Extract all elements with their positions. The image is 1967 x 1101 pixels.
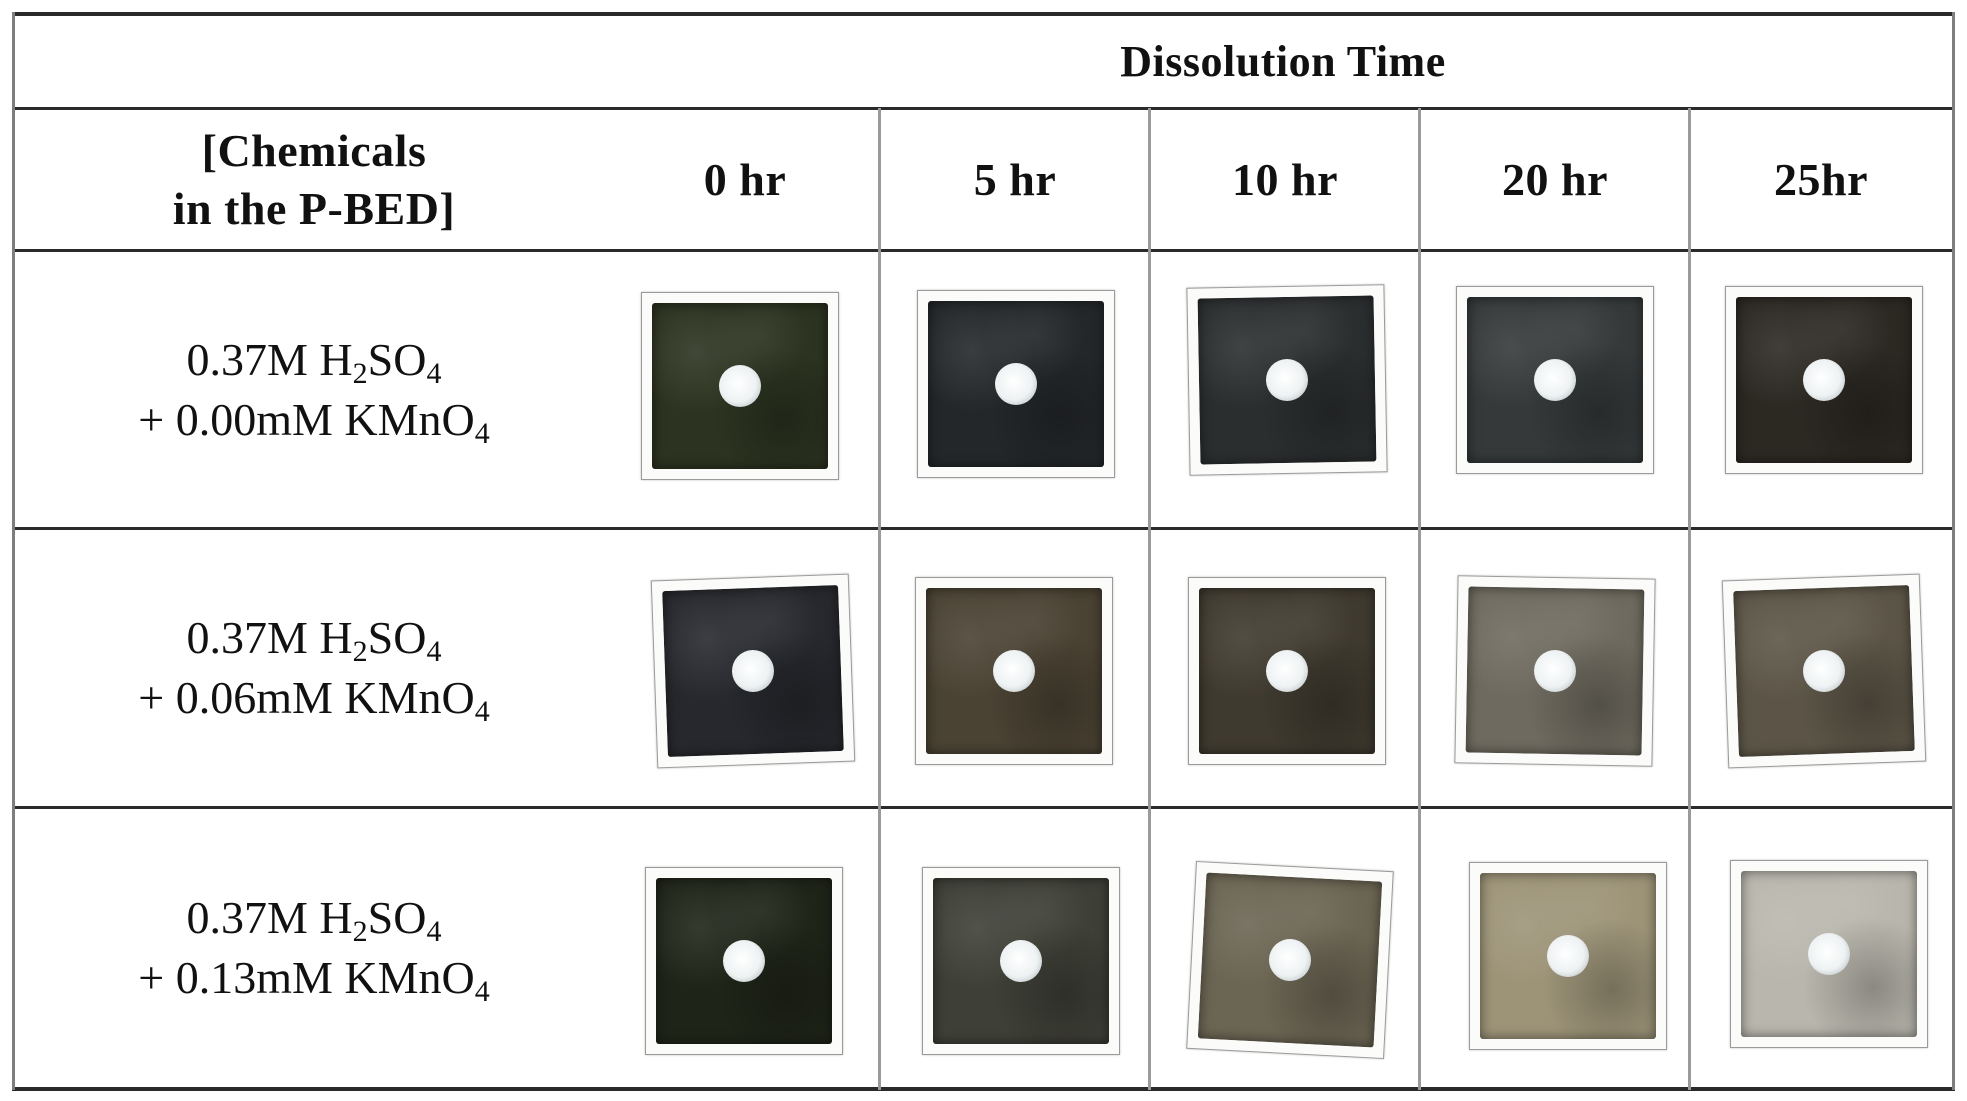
center-hole	[995, 363, 1037, 405]
center-hole	[719, 365, 761, 407]
sample-photo-r2-10hr	[1188, 577, 1386, 765]
metal-plate	[1465, 586, 1645, 756]
header-rule	[12, 107, 1955, 110]
column-divider-2	[1148, 108, 1151, 1090]
center-hole	[723, 940, 765, 982]
sample-photo-r1-20hr	[1456, 286, 1654, 474]
column-divider-3	[1418, 108, 1421, 1090]
sample-photo-r1-5hr	[917, 290, 1115, 478]
row-label-0.00mM: 0.37M H2SO4 + 0.00mM KMnO4	[14, 252, 614, 527]
table-right-border	[1952, 12, 1955, 1090]
row1-rule	[12, 527, 1955, 530]
table-bottom-rule	[12, 1087, 1955, 1091]
center-hole	[1547, 935, 1589, 977]
row-label-0.06mM: 0.37M H2SO4 + 0.06mM KMnO4	[14, 530, 614, 806]
center-hole	[1265, 358, 1309, 402]
column-divider-1	[878, 108, 881, 1090]
metal-plate	[1467, 297, 1643, 463]
sample-photo-r3-25hr	[1730, 860, 1928, 1048]
time-header-20hr: 20 hr	[1502, 153, 1608, 205]
oxidant-concentration: + 0.06mM KMnO4	[138, 672, 490, 728]
time-header-5hr: 5 hr	[973, 153, 1057, 205]
center-hole	[993, 650, 1035, 692]
center-hole	[1267, 937, 1313, 983]
sample-photo-r3-0hr	[645, 867, 843, 1055]
chemicals-header-line-2: in the P-BED]	[172, 182, 456, 234]
sample-photo-r2-0hr	[650, 573, 856, 769]
row-label-0.13mM: 0.37M H2SO4 + 0.13mM KMnO4	[14, 809, 614, 1087]
center-hole	[1533, 649, 1577, 693]
center-hole	[1266, 650, 1308, 692]
sample-photo-r3-10hr	[1186, 860, 1394, 1060]
sample-photo-r2-20hr	[1454, 575, 1656, 767]
table-left-border	[12, 12, 15, 1090]
oxidant-concentration: + 0.00mM KMnO4	[138, 393, 490, 450]
metal-plate	[933, 878, 1109, 1044]
sample-photo-r1-0hr	[641, 292, 839, 480]
metal-plate	[656, 878, 832, 1044]
chemicals-header-line-1: [Chemicals	[201, 124, 427, 176]
metal-plate	[662, 584, 844, 758]
metal-plate	[928, 301, 1104, 467]
sample-photo-r2-5hr	[915, 577, 1113, 765]
acid-concentration: 0.37M H2SO4	[186, 612, 442, 668]
time-header-0hr: 0 hr	[703, 153, 787, 205]
sample-photo-r3-5hr	[922, 867, 1120, 1055]
metal-plate	[1736, 297, 1912, 463]
time-header-10hr: 10 hr	[1232, 153, 1338, 205]
center-hole	[1802, 649, 1846, 693]
sample-photo-r3-20hr	[1469, 862, 1667, 1050]
sample-photo-r1-10hr	[1186, 284, 1388, 476]
sample-photo-r1-25hr	[1725, 286, 1923, 474]
center-hole	[1803, 359, 1845, 401]
dissolution-time-header: Dissolution Time	[1120, 37, 1446, 86]
row2-rule	[12, 806, 1955, 809]
metal-plate	[1199, 588, 1375, 754]
center-hole	[1534, 359, 1576, 401]
table-top-rule	[12, 12, 1955, 16]
center-hole	[731, 649, 775, 693]
metal-plate	[1733, 584, 1915, 758]
oxidant-concentration: + 0.13mM KMnO4	[138, 952, 490, 1008]
time-header-25hr: 25hr	[1774, 153, 1868, 205]
acid-concentration: 0.37M H2SO4	[186, 333, 442, 390]
metal-plate	[1480, 873, 1656, 1039]
metal-plate	[926, 588, 1102, 754]
metal-plate	[1741, 871, 1917, 1037]
center-hole	[1808, 933, 1850, 975]
metal-plate	[1197, 872, 1383, 1048]
sample-photo-r2-25hr	[1721, 573, 1927, 769]
acid-concentration: 0.37M H2SO4	[186, 892, 442, 948]
column-divider-4	[1688, 108, 1691, 1090]
center-hole	[1000, 940, 1042, 982]
metal-plate	[1197, 295, 1377, 465]
subheader-rule	[12, 249, 1955, 252]
metal-plate	[652, 303, 828, 469]
chemicals-column-header: [Chemicals in the P-BED]	[14, 110, 614, 249]
